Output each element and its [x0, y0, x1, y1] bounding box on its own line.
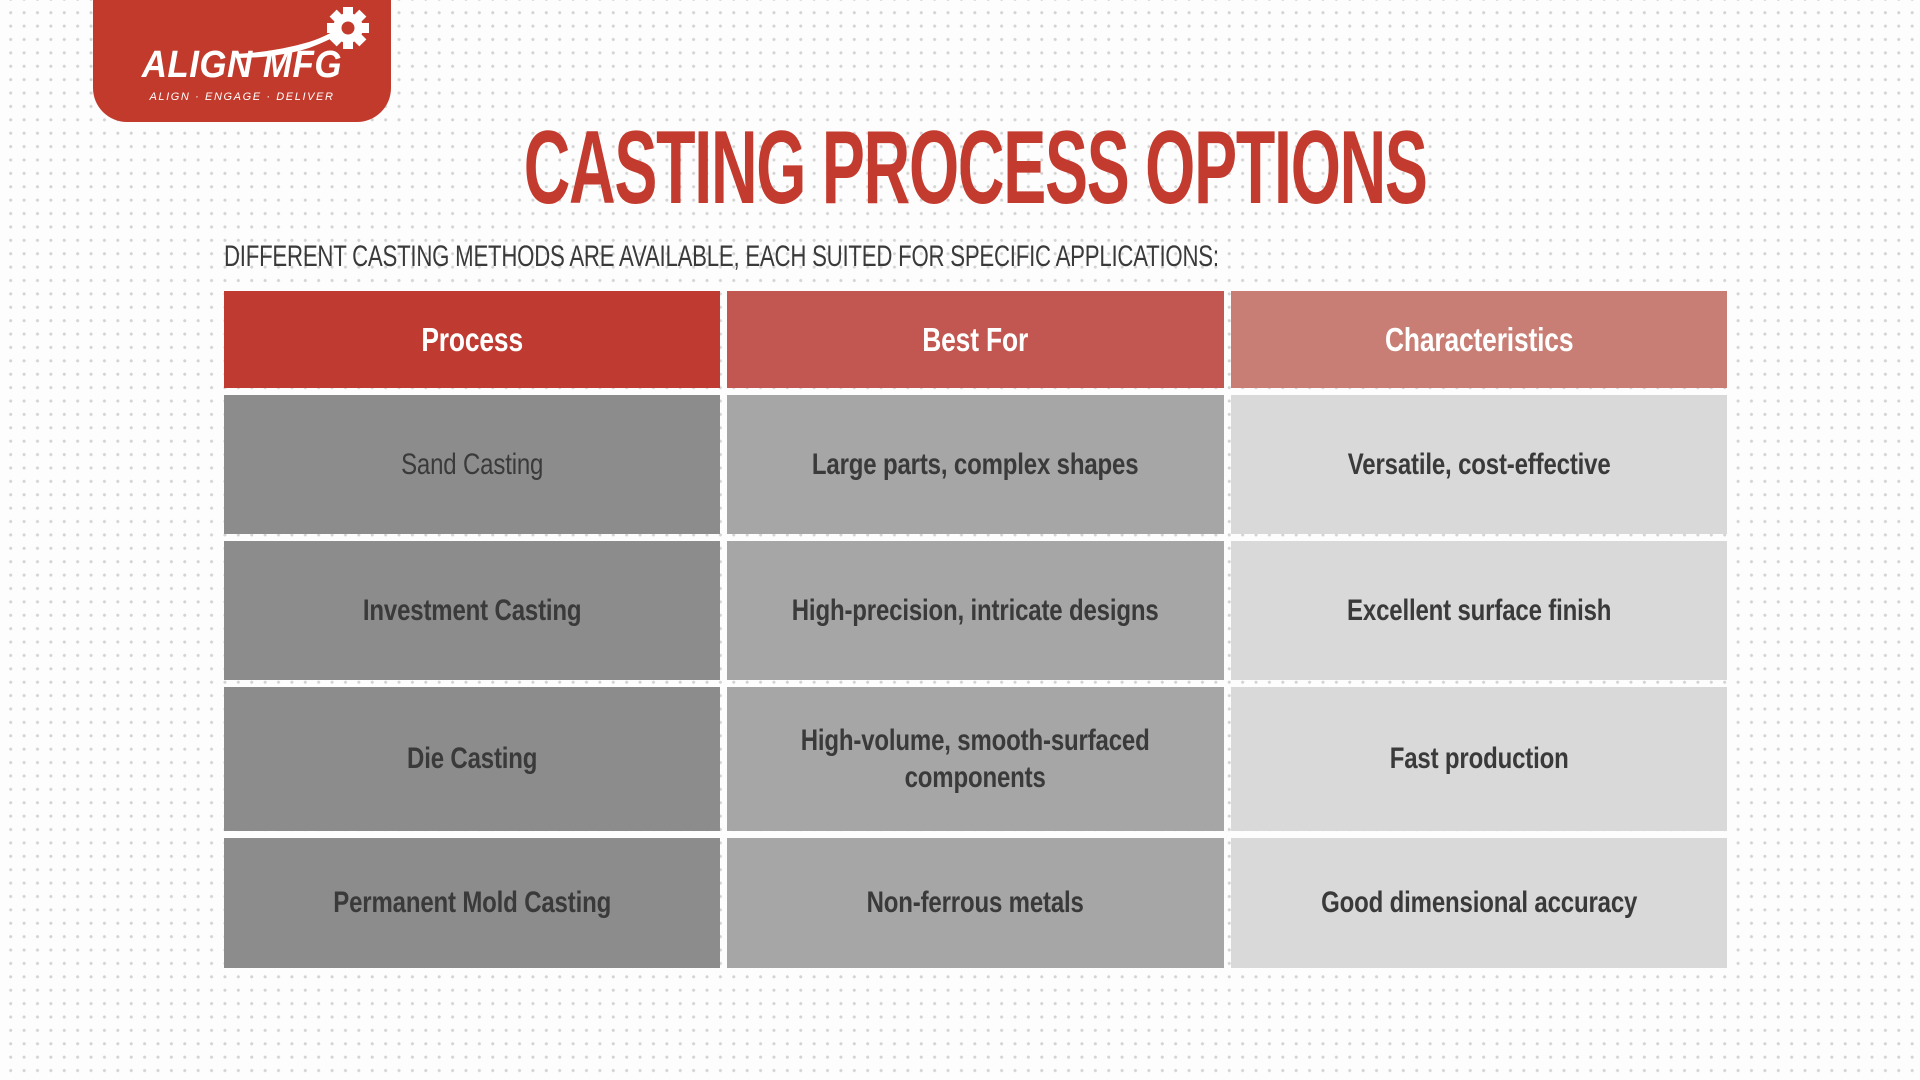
cell-characteristics-die-casting: Fast production: [1230, 687, 1727, 831]
brand-logo: ALIGN MFG ALIGN · ENGAGE · DELIVER: [93, 0, 391, 122]
casting-process-table: Process Best For Characteristics Sand Ca…: [224, 291, 1727, 968]
cell-process-investment-casting: Investment Casting: [224, 541, 721, 680]
cell-characteristics-permanent-mold-casting: Good dimensional accuracy: [1230, 838, 1727, 968]
cell-process-die-casting: Die Casting: [224, 687, 721, 831]
column-header-characteristics: Characteristics: [1230, 291, 1727, 388]
cell-best-for-die-casting: High-volume, smooth-surfaced components: [727, 687, 1224, 831]
page-subtitle: DIFFERENT CASTING METHODS ARE AVAILABLE,…: [224, 240, 1219, 273]
cell-process-sand-casting: Sand Casting: [224, 395, 721, 534]
cell-best-for-permanent-mold-casting: Non-ferrous metals: [727, 838, 1224, 968]
brand-tagline: ALIGN · ENGAGE · DELIVER: [149, 91, 335, 103]
cell-best-for-investment-casting: High-precision, intricate designs: [727, 541, 1224, 680]
gear-icon: [235, 7, 369, 58]
column-header-process: Process: [224, 291, 721, 388]
cell-best-for-sand-casting: Large parts, complex shapes: [727, 395, 1224, 534]
page-title: CASTING PROCESS OPTIONS: [523, 110, 1428, 226]
brand-name: ALIGN MFG: [141, 44, 343, 86]
cell-characteristics-sand-casting: Versatile, cost-effective: [1230, 395, 1727, 534]
cell-characteristics-investment-casting: Excellent surface finish: [1230, 541, 1727, 680]
column-header-best-for: Best For: [727, 291, 1224, 388]
cell-process-permanent-mold-casting: Permanent Mold Casting: [224, 838, 721, 968]
